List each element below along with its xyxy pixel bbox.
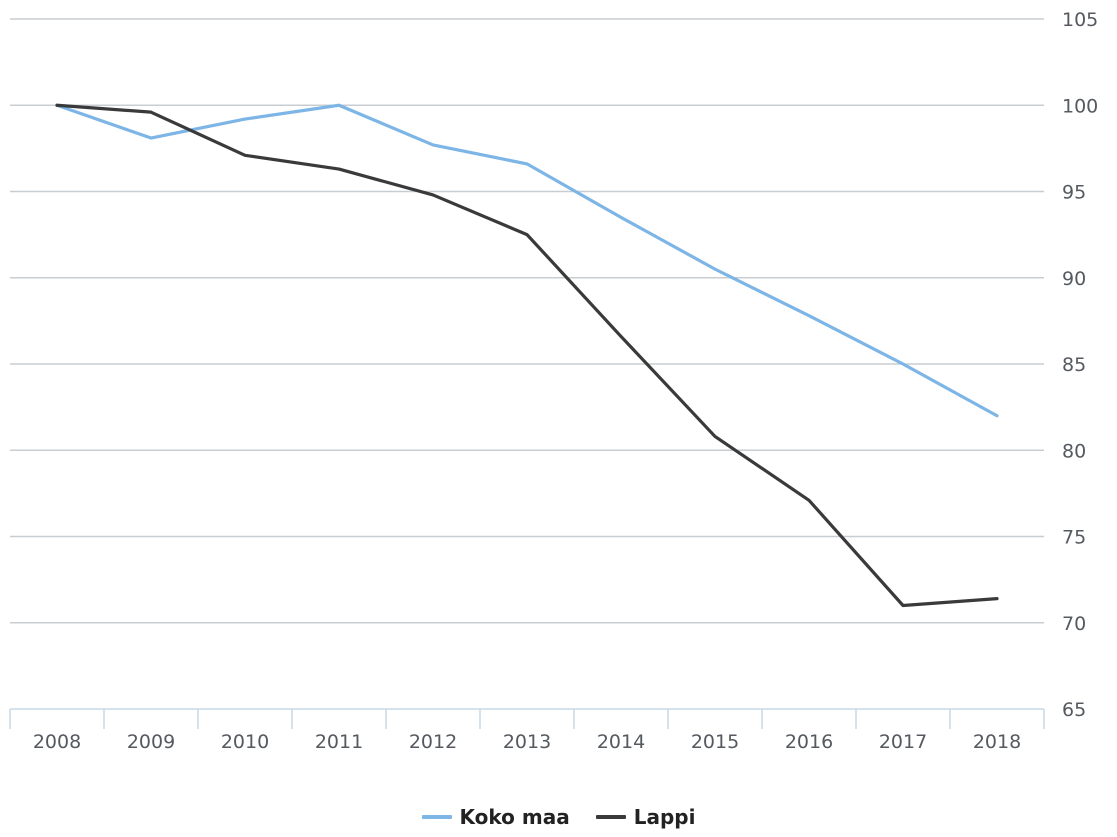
- legend: Koko maa Lappi: [0, 805, 1117, 829]
- x-tick-label: 2017: [879, 731, 927, 753]
- y-tick-label: 65: [1062, 699, 1086, 721]
- y-tick-label: 95: [1062, 182, 1086, 204]
- x-tick-label: 2008: [33, 731, 81, 753]
- legend-label-lappi: Lappi: [633, 805, 696, 829]
- y-tick-label: 100: [1062, 95, 1098, 117]
- y-tick-label: 80: [1062, 440, 1086, 462]
- series-lines: [55, 103, 999, 608]
- x-tick-label: 2010: [221, 731, 269, 753]
- x-tick-label: 2011: [315, 731, 363, 753]
- legend-swatch-koko-maa: [421, 815, 452, 819]
- y-axis-ticks: 65 70 75 80 85 90 95 100 105: [1062, 9, 1098, 721]
- series-line-koko-maa[interactable]: [55, 103, 999, 418]
- legend-item-lappi[interactable]: Lappi: [595, 805, 696, 829]
- legend-item-koko-maa[interactable]: Koko maa: [421, 805, 570, 829]
- x-tick-label: 2009: [127, 731, 175, 753]
- x-tick-label: 2014: [597, 731, 645, 753]
- grid-lines: [10, 18, 1044, 624]
- y-tick-label: 75: [1062, 527, 1086, 549]
- y-tick-label: 90: [1062, 268, 1086, 290]
- y-tick-label: 70: [1062, 613, 1086, 635]
- legend-label-koko-maa: Koko maa: [459, 805, 570, 829]
- x-axis: 2008 2009 2010 2011 2012 2013 2014 2015 2016 2017…: [9, 708, 1045, 753]
- x-tick-label: 2012: [409, 731, 457, 753]
- x-tick-label: 2013: [503, 731, 551, 753]
- x-tick-label: 2018: [973, 731, 1021, 753]
- y-tick-label: 85: [1062, 354, 1086, 376]
- legend-swatch-lappi: [595, 815, 626, 819]
- x-tick-label: 2016: [785, 731, 833, 753]
- y-tick-label: 105: [1062, 9, 1098, 31]
- x-tick-label: 2015: [691, 731, 739, 753]
- series-line-lappi[interactable]: [55, 103, 999, 608]
